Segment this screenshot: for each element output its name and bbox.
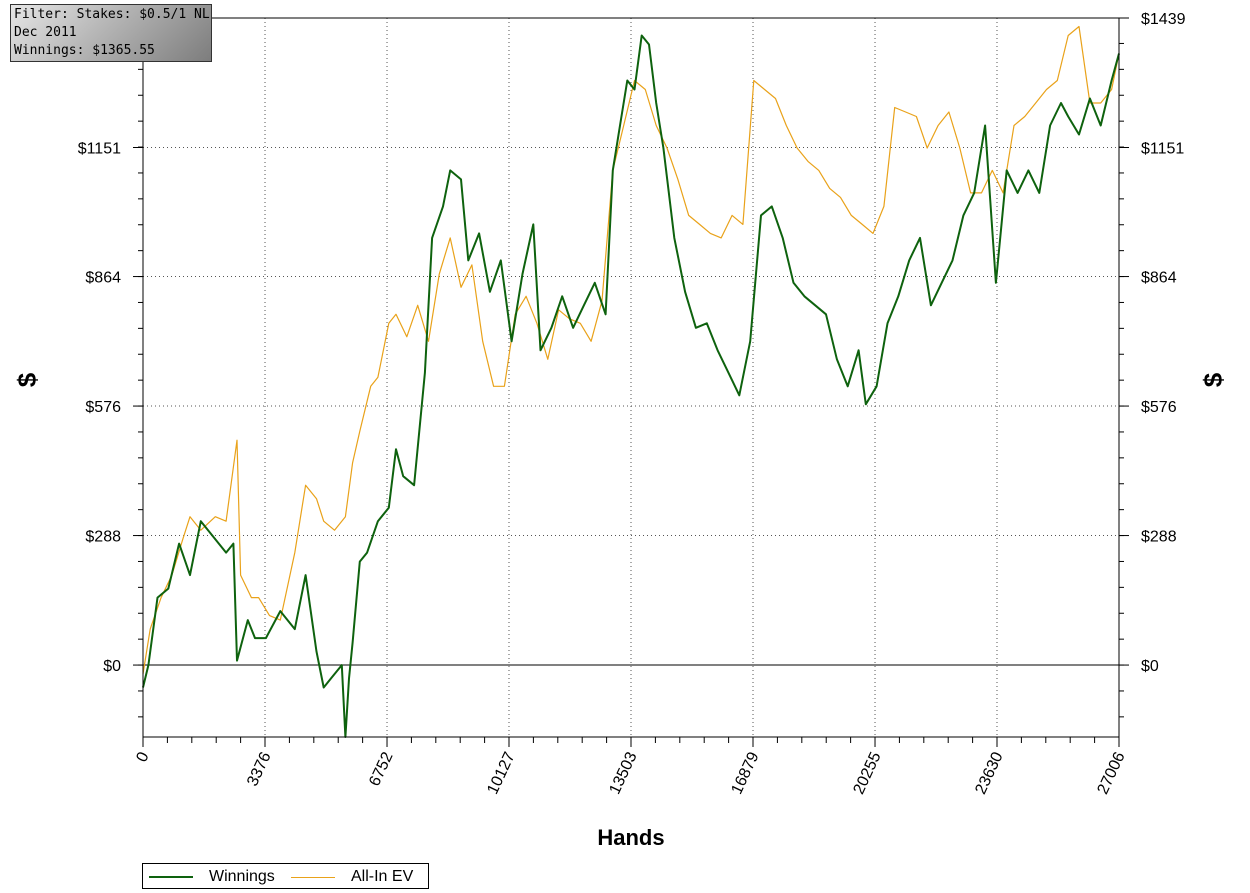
- y-tick-label-left: $288: [85, 529, 121, 546]
- y-tick-label-left: $0: [103, 658, 121, 675]
- grid: [143, 17, 1119, 737]
- y-tick-label-right: $1151: [1141, 141, 1184, 158]
- winnings-line: Winnings: $1365.55: [14, 43, 155, 58]
- filter-info-box: Filter: Stakes: $0.5/1 NL, Dec 2011 Winn…: [10, 4, 212, 62]
- y-axis-right: $0 $288 $576 $864 $1151 $1439: [1119, 11, 1186, 718]
- legend-label-winnings: Winnings: [209, 868, 275, 885]
- x-tick-label: 0: [133, 749, 152, 764]
- x-axis: 0 3376 6752 10127 13503 16879 20255 23630 27006: [133, 737, 1129, 797]
- x-tick-label: 20255: [850, 749, 884, 797]
- legend: Winnings All-In EV: [142, 863, 429, 889]
- series-line-winnings: [142, 34, 1120, 738]
- legend-swatch-allin-ev: [291, 876, 335, 878]
- legend-item-winnings: Winnings: [149, 867, 275, 887]
- y-axis-label-left: $: [12, 372, 42, 387]
- x-tick-label: 6752: [366, 749, 396, 789]
- y-tick-label-right: $576: [1141, 399, 1177, 416]
- x-axis-label: Hands: [597, 825, 664, 850]
- x-tick-label: 23630: [972, 749, 1006, 797]
- y-tick-label-left: $576: [85, 399, 121, 416]
- series-layer: [142, 25, 1120, 738]
- y-axis-left: $0$288$576$864$1151$1439: [77, 11, 143, 718]
- y-tick-label-left: $864: [85, 270, 121, 287]
- y-tick-label-right: $1439: [1141, 11, 1186, 28]
- y-tick-label-right: $288: [1141, 529, 1177, 546]
- legend-swatch-winnings: [149, 876, 193, 878]
- y-tick-label-left: $1151: [78, 141, 121, 158]
- y-tick-label-right: $864: [1141, 270, 1177, 287]
- filter-line: Filter: Stakes: $0.5/1 NL,: [14, 7, 212, 22]
- series-line-allin-ev: [142, 25, 1120, 675]
- legend-label-allin-ev: All-In EV: [351, 868, 414, 885]
- plot-frame: [142, 17, 1120, 738]
- x-tick-label: 10127: [484, 749, 518, 797]
- legend-item-allin-ev: All-In EV: [291, 867, 413, 887]
- x-tick-label: 13503: [606, 749, 640, 797]
- x-tick-label: 27006: [1094, 749, 1128, 797]
- y-axis-label-right: $: [1198, 372, 1228, 387]
- x-tick-label: 16879: [728, 749, 762, 797]
- y-tick-label-right: $0: [1141, 658, 1159, 675]
- x-tick-label: 3376: [244, 749, 274, 789]
- date-line: Dec 2011: [14, 25, 77, 40]
